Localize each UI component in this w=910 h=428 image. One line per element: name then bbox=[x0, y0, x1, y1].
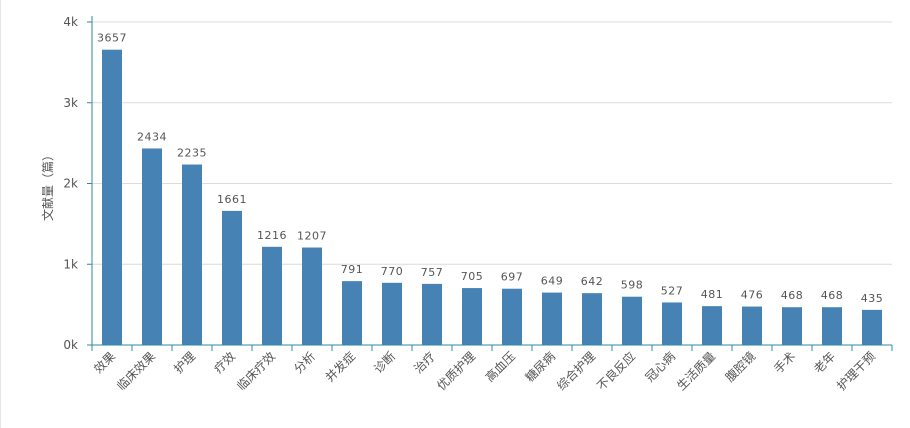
value-labels: 3657 2434 2235 1661 1216 1207 791 770 757 705 697 6… bbox=[97, 32, 883, 305]
x-tick-label: 糖尿病 bbox=[522, 349, 558, 385]
bar bbox=[182, 164, 202, 345]
y-tick-label: 2k bbox=[63, 177, 78, 191]
bar bbox=[702, 306, 722, 345]
bar bbox=[102, 49, 122, 345]
bar bbox=[582, 293, 602, 345]
x-tick-label: 护理干预 bbox=[834, 349, 878, 393]
bar bbox=[662, 302, 682, 345]
data-label: 1207 bbox=[297, 230, 327, 243]
data-label: 697 bbox=[501, 271, 524, 284]
data-label: 1216 bbox=[257, 229, 287, 242]
y-tick-label: 3k bbox=[63, 96, 78, 110]
bar bbox=[622, 296, 642, 345]
data-label: 757 bbox=[421, 266, 444, 279]
data-label: 435 bbox=[861, 292, 884, 305]
data-label: 2235 bbox=[177, 147, 207, 160]
x-tick-label: 生活质量 bbox=[674, 349, 718, 393]
data-label: 476 bbox=[741, 289, 764, 302]
data-label: 3657 bbox=[97, 32, 127, 45]
y-tick-label: 4k bbox=[63, 15, 78, 29]
data-label: 481 bbox=[701, 288, 724, 301]
data-label: 649 bbox=[541, 275, 564, 288]
bar bbox=[342, 281, 362, 345]
x-tick-label: 并发症 bbox=[322, 349, 358, 385]
bar bbox=[382, 282, 402, 345]
data-label: 770 bbox=[381, 265, 404, 278]
x-tick-label: 效果 bbox=[91, 349, 119, 377]
x-tick-label: 护理 bbox=[171, 349, 198, 376]
data-label: 705 bbox=[461, 270, 484, 283]
bar bbox=[142, 148, 162, 345]
gridlines bbox=[92, 21, 892, 265]
x-tick-label: 老年 bbox=[811, 349, 838, 376]
data-label: 468 bbox=[821, 289, 844, 302]
x-tick-label: 疗效 bbox=[211, 349, 239, 377]
y-tick-label: 1k bbox=[63, 257, 78, 271]
bar bbox=[822, 307, 842, 345]
y-axis-label: 文献量（篇） bbox=[40, 149, 55, 221]
data-label: 791 bbox=[341, 263, 364, 276]
data-label: 1661 bbox=[217, 193, 247, 206]
x-tick-label: 腹腔镜 bbox=[722, 349, 758, 385]
y-axis-ticks: 0k 1k 2k 3k 4k bbox=[63, 15, 92, 352]
bar bbox=[742, 306, 762, 345]
x-tick-label: 不良反应 bbox=[594, 349, 639, 394]
bar bbox=[782, 307, 802, 345]
bar bbox=[862, 309, 882, 345]
bar bbox=[502, 288, 522, 345]
bar bbox=[222, 210, 242, 345]
x-tick-label: 诊断 bbox=[371, 349, 399, 377]
x-tick-label: 高血压 bbox=[482, 349, 518, 385]
x-tick-label: 临床疗效 bbox=[234, 349, 279, 394]
bar bbox=[462, 288, 482, 345]
data-label: 468 bbox=[781, 289, 804, 302]
x-tick-label: 临床效果 bbox=[114, 349, 159, 394]
bar bbox=[422, 283, 442, 345]
page-edge-rule bbox=[0, 0, 1, 428]
bar bbox=[262, 246, 282, 345]
x-tick-label: 手术 bbox=[771, 349, 798, 376]
data-label: 642 bbox=[581, 275, 604, 288]
data-label: 598 bbox=[621, 279, 644, 292]
bar bbox=[542, 292, 562, 345]
y-tick-label: 0k bbox=[63, 338, 78, 352]
data-label: 527 bbox=[661, 284, 684, 297]
x-tick-label: 优质护理 bbox=[434, 349, 478, 393]
bar bbox=[302, 247, 322, 345]
bars bbox=[102, 49, 882, 345]
x-tick-label: 分析 bbox=[291, 349, 318, 376]
x-tick-label: 治疗 bbox=[411, 349, 438, 376]
x-tick-label: 冠心病 bbox=[642, 349, 678, 385]
x-tick-label: 综合护理 bbox=[554, 349, 599, 394]
data-label: 2434 bbox=[137, 130, 167, 143]
axes bbox=[91, 16, 893, 351]
